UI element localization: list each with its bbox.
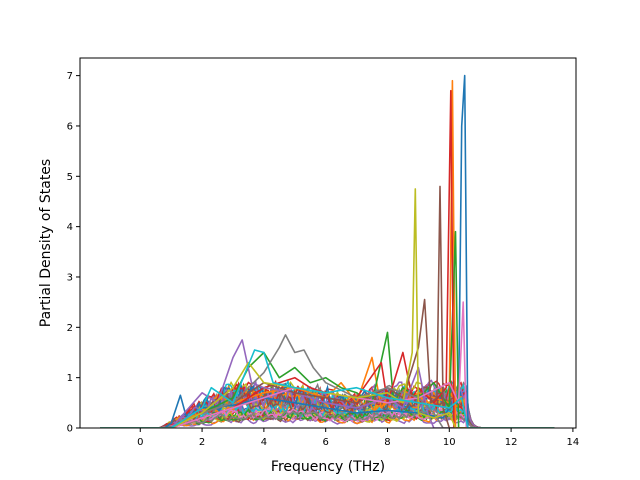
x-tick-label: 4 bbox=[261, 437, 267, 448]
y-tick-label: 4 bbox=[67, 222, 73, 233]
pdos-peak-series-1 bbox=[100, 74, 555, 428]
pdos-peak-series-8 bbox=[100, 334, 555, 428]
plot-frame bbox=[79, 57, 577, 429]
y-tick-label: 5 bbox=[67, 172, 73, 183]
x-tick-label: 14 bbox=[567, 437, 580, 448]
x-tick-label: 0 bbox=[137, 437, 143, 448]
y-axis-label: Partial Density of States bbox=[38, 159, 54, 327]
pdos-peak-series-10 bbox=[100, 349, 555, 428]
x-axis-ticks: 0 2 4 6 8 10 12 14 bbox=[137, 428, 579, 448]
pdos-peak-series-9 bbox=[100, 188, 555, 428]
x-axis-label: Frequency (THz) bbox=[271, 459, 385, 475]
x-tick-label: 8 bbox=[384, 437, 390, 448]
x-tick-label: 10 bbox=[443, 437, 456, 448]
y-tick-label: 0 bbox=[67, 424, 73, 435]
y-tick-label: 1 bbox=[67, 373, 73, 384]
y-tick-label: 2 bbox=[67, 323, 73, 334]
y-tick-label: 6 bbox=[67, 121, 73, 132]
x-tick-label: 2 bbox=[199, 437, 205, 448]
x-tick-label: 12 bbox=[505, 437, 518, 448]
x-tick-label: 6 bbox=[322, 437, 328, 448]
y-axis-ticks: 0 1 2 3 4 5 6 7 bbox=[67, 71, 80, 435]
y-tick-label: 7 bbox=[67, 71, 73, 82]
y-tick-label: 3 bbox=[67, 272, 73, 283]
